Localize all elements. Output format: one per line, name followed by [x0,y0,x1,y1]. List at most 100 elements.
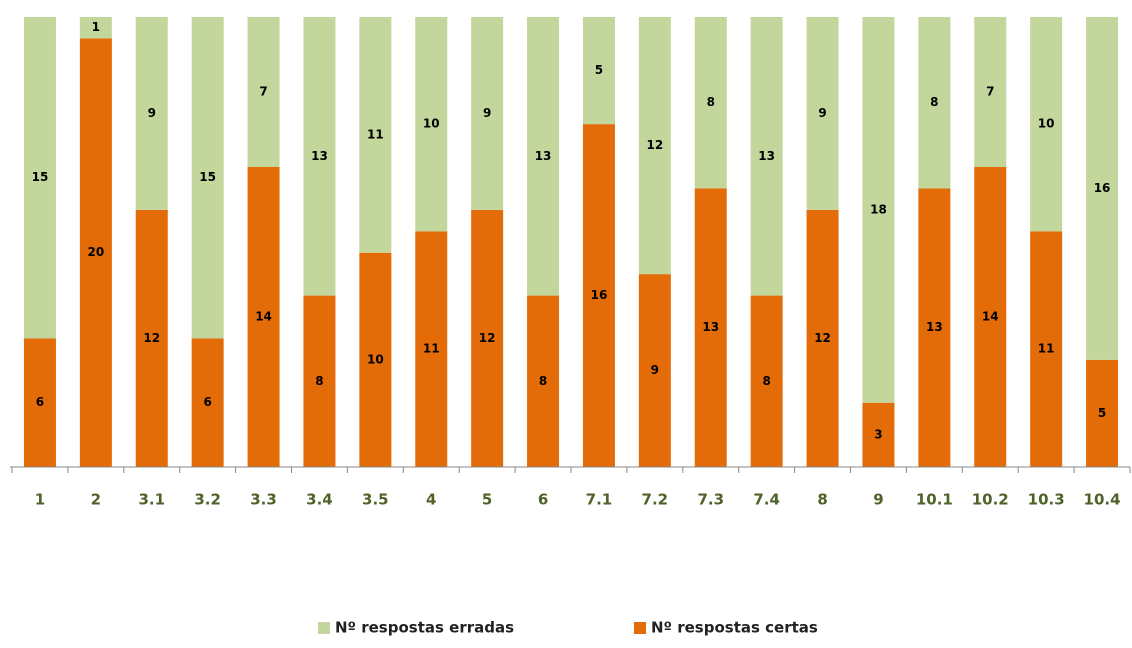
data-label: 12 [646,138,663,152]
x-tick-label: 7.2 [642,491,669,509]
data-label: 13 [535,149,552,163]
x-tick-label: 10.1 [916,491,953,509]
data-label: 5 [1098,406,1106,420]
bar-segment [471,17,504,210]
data-label: 12 [814,331,831,345]
x-tick-label: 10.2 [972,491,1009,509]
data-label: 20 [87,245,104,259]
data-label: 6 [203,395,211,409]
bar-segment [79,17,112,39]
bar-segment [862,402,895,467]
data-label: 8 [930,95,938,109]
bar-segment [750,17,783,296]
bar-segment [415,17,448,232]
x-tick-label: 6 [538,491,548,509]
data-label: 3 [874,427,882,441]
bar-segment [191,338,224,467]
x-tick-label: 2 [91,491,101,509]
x-tick-label: 9 [873,491,883,509]
data-label: 10 [423,117,440,131]
data-label: 13 [702,320,719,334]
bar-segment [974,17,1007,167]
data-label: 15 [199,170,216,184]
x-tick-label: 3.4 [306,491,333,509]
x-tick-label: 7.3 [697,491,724,509]
data-label: 6 [36,395,44,409]
x-tick-label: 5 [482,491,492,509]
data-label: 9 [483,106,491,120]
bar-segment [582,17,615,125]
bar-segment [638,274,671,467]
data-label: 10 [367,352,384,366]
data-label: 10 [1038,117,1055,131]
data-label: 9 [818,106,826,120]
bar-segment [918,17,951,189]
data-label: 16 [591,288,608,302]
bar-segment [527,17,560,296]
data-label: 9 [148,106,156,120]
data-label: 14 [982,310,999,324]
bar-segment [1030,231,1063,467]
bar-segment [862,17,895,403]
data-label: 5 [595,63,603,77]
bar-segment [135,209,168,467]
bar-segment [918,188,951,467]
bar-segment [303,295,336,467]
bar-segment [806,17,839,210]
bar-segment [974,167,1007,467]
x-tick-label: 8 [817,491,827,509]
bar-segment [582,124,615,468]
bar-segment [694,17,727,189]
data-label: 14 [255,310,272,324]
data-label: 18 [870,202,887,216]
x-tick-label: 7.1 [586,491,613,509]
bar-segment [527,295,560,467]
bar-segment [247,167,280,467]
legend-label: Nº respostas certas [651,619,818,637]
bar-segment [1086,359,1119,467]
x-tick-label: 3.1 [138,491,165,509]
data-label: 13 [926,320,943,334]
x-tick-label: 1 [35,491,45,509]
bar-segment [638,17,671,275]
x-tick-label: 4 [426,491,436,509]
bar-segment [191,17,224,339]
x-tick-label: 10.4 [1084,491,1121,509]
data-label: 11 [367,127,384,141]
legend-label: Nº respostas erradas [335,619,514,637]
bar-segment [23,17,56,339]
x-tick-label: 3.3 [250,491,277,509]
x-tick-label: 10.3 [1028,491,1065,509]
legend-swatch [318,622,330,634]
bar-segment [247,17,280,167]
bar-segment [694,188,727,467]
bar-segment [79,38,112,468]
data-label: 12 [143,331,160,345]
data-label: 8 [707,95,715,109]
x-tick-label: 3.5 [362,491,389,509]
data-label: 11 [1038,342,1055,356]
data-label: 8 [315,374,323,388]
data-label: 8 [762,374,770,388]
bar-segment [135,17,168,210]
x-tick-label: 3.2 [194,491,221,509]
legend-swatch [634,622,646,634]
bar-segment [415,231,448,467]
bar-segment [359,17,392,253]
bar-segment [806,209,839,467]
bar-segment [303,17,336,296]
data-label: 7 [259,85,267,99]
data-label: 1 [92,20,100,34]
bar-segment [471,209,504,467]
x-tick-label: 7.4 [753,491,780,509]
data-label: 11 [423,342,440,356]
data-label: 8 [539,374,547,388]
data-label: 15 [32,170,49,184]
data-label: 13 [758,149,775,163]
data-label: 16 [1094,181,1111,195]
bar-segment [23,338,56,467]
bar-segment [1086,17,1119,360]
data-label: 12 [479,331,496,345]
data-label: 7 [986,85,994,99]
